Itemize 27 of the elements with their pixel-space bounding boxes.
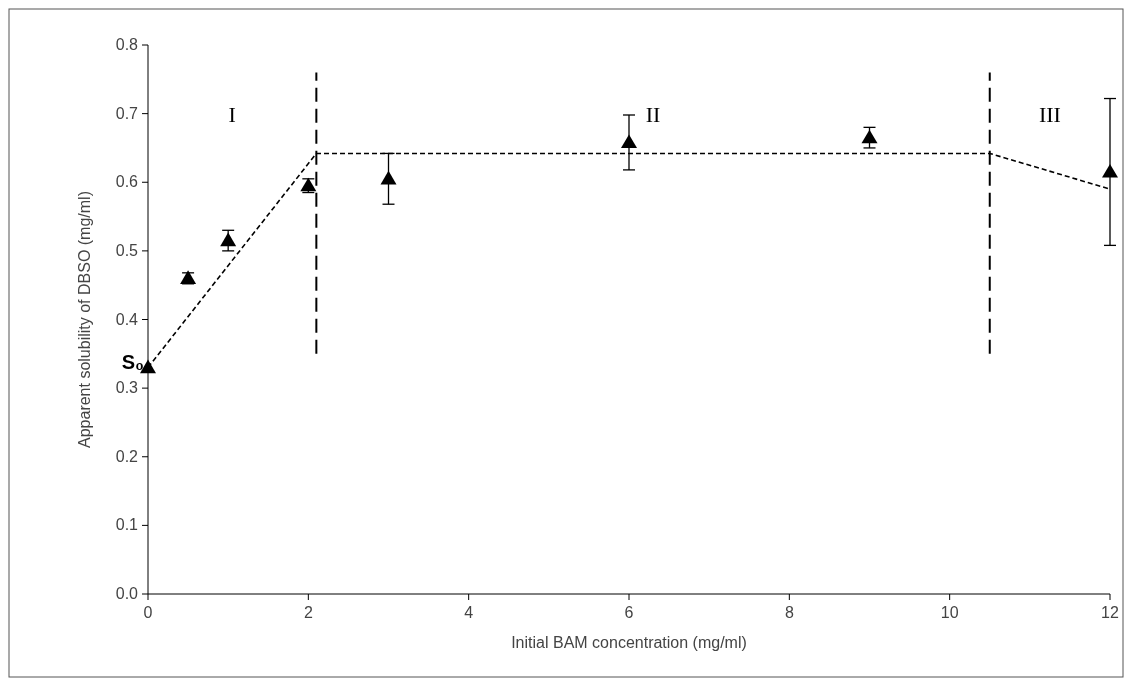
point: [621, 134, 637, 149]
x-tick-label: 8: [784, 604, 794, 621]
annotation: II: [645, 101, 661, 127]
y-tick-label: 0.6: [115, 173, 139, 191]
y-tick-label: 0.4: [115, 310, 139, 328]
annotation: III: [1038, 101, 1061, 127]
y-tick-label: 0.8: [115, 36, 139, 53]
y-tick-label: 0.0: [115, 585, 139, 602]
annotation: S₀: [121, 350, 144, 373]
annotation: I: [228, 101, 236, 127]
point: [1102, 163, 1118, 178]
x-tick-label: 10: [940, 604, 959, 621]
x-tick-label: 4: [464, 604, 474, 621]
point: [220, 232, 237, 247]
y-tick-label: 0.1: [115, 516, 139, 534]
y-axis-title: Apparent solubility of DBSO (mg/ml): [76, 191, 93, 448]
y-tick-label: 0.5: [115, 241, 139, 259]
y-tick-label: 0.7: [115, 104, 139, 122]
x-tick-label: 2: [303, 604, 313, 621]
y-tick-label: 0.3: [115, 379, 139, 397]
x-tick-label: 0: [143, 604, 153, 621]
x-tick-label: 6: [624, 604, 634, 621]
x-axis-title: Initial BAM concentration (mg/ml): [511, 634, 747, 651]
y-tick-label: 0.2: [115, 447, 139, 465]
point: [380, 170, 397, 185]
point: [861, 129, 878, 144]
x-tick-label: 12: [1101, 604, 1119, 621]
